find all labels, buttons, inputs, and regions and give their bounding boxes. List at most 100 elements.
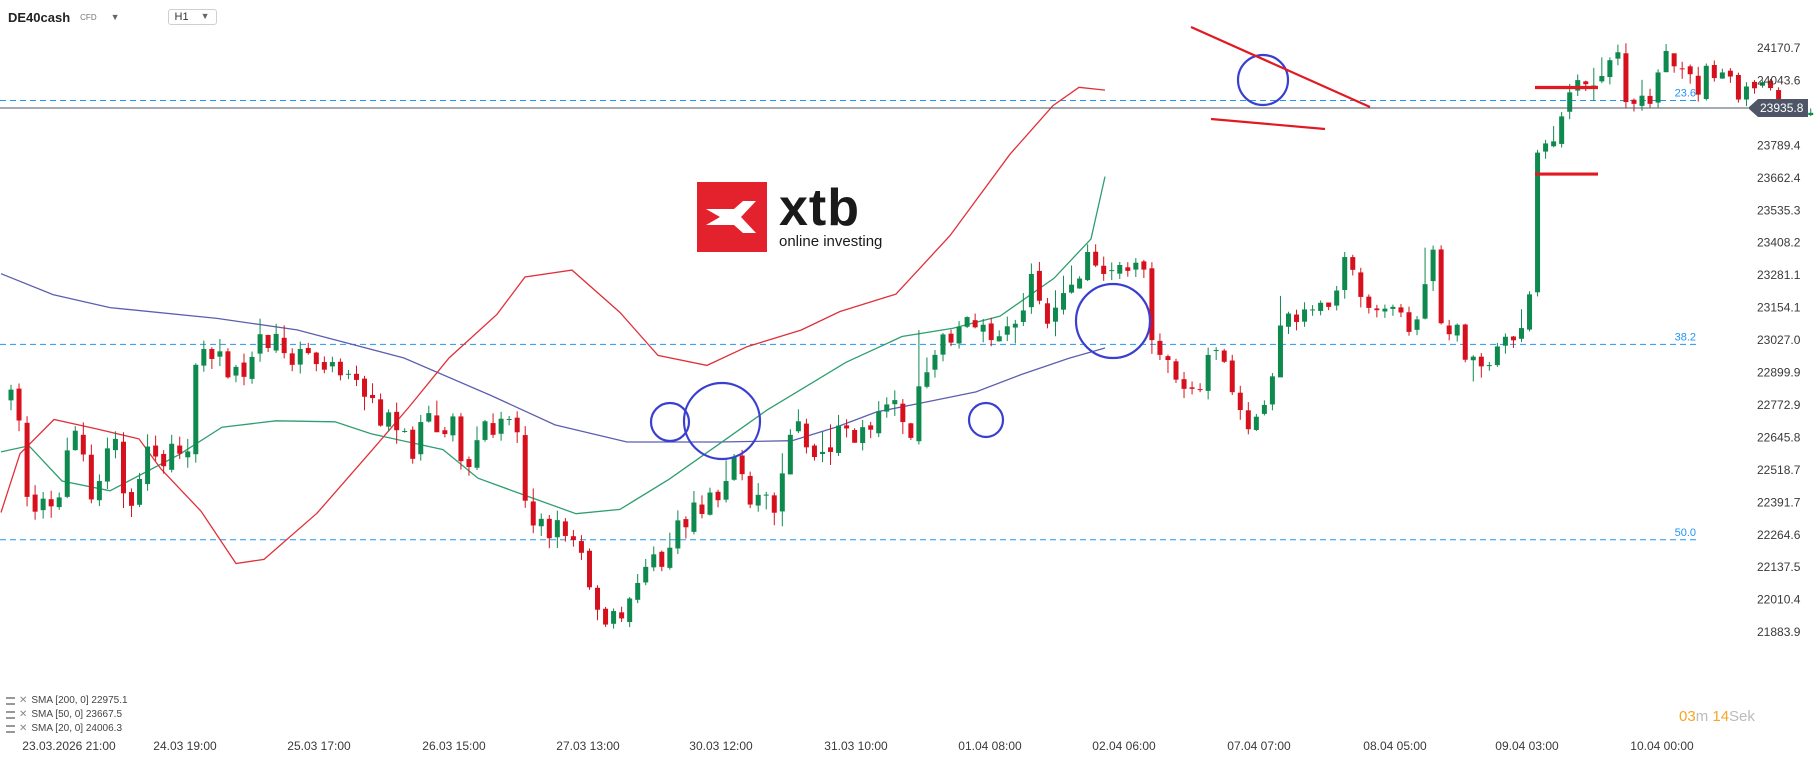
candle-body [329, 362, 335, 367]
candle [1647, 88, 1653, 109]
candle [1494, 342, 1500, 367]
candle [667, 532, 673, 570]
candle [1326, 302, 1332, 311]
candle [64, 437, 70, 499]
candle-body [651, 554, 657, 568]
candle-body [265, 334, 271, 348]
legend-item-sma50[interactable]: ✕ SMA [50, 0] 23667.5 [6, 708, 128, 722]
candle-body [1181, 379, 1187, 389]
candle-body [1245, 410, 1251, 430]
candle [643, 558, 649, 586]
settings-lines-icon[interactable] [6, 711, 15, 719]
timeframe-select[interactable]: H1 ▼ [167, 9, 217, 25]
candle-body [996, 336, 1002, 342]
candle-body [892, 400, 898, 405]
candle [586, 548, 592, 590]
candle [313, 351, 319, 372]
candle-body [1478, 356, 1484, 367]
candle [362, 375, 368, 411]
candle [426, 405, 432, 423]
candle-body [169, 443, 175, 470]
candle [1719, 68, 1725, 79]
candle [522, 426, 528, 508]
symbol-name[interactable]: DE40cash [8, 9, 71, 25]
candle [193, 363, 199, 463]
legend-item-sma20[interactable]: ✕ SMA [20, 0] 24006.3 [6, 722, 128, 736]
symbol-dropdown-icon[interactable]: ▼ [110, 12, 120, 22]
x-tick-label: 09.04 03:00 [1495, 739, 1559, 753]
candle [1141, 259, 1147, 279]
xtb-logo: xtb online investing [697, 182, 882, 252]
candle-body [16, 388, 22, 421]
candle-body [145, 446, 151, 485]
candle-body [1157, 340, 1163, 355]
candle-body [1502, 336, 1508, 346]
candle [1478, 353, 1484, 378]
candle-body [153, 445, 159, 457]
candle [1366, 294, 1372, 314]
fib-label-23.6: 23.6 [1675, 88, 1696, 100]
candle [353, 365, 359, 387]
candle [1446, 319, 1452, 341]
x-tick-label: 26.03 15:00 [422, 739, 486, 753]
candle-body [940, 334, 946, 355]
candle-body [104, 448, 110, 482]
candle [1181, 371, 1187, 399]
candle-body [570, 536, 576, 541]
candle-body [852, 429, 858, 443]
candle [88, 444, 94, 504]
logo-word: xtb [779, 178, 860, 237]
candle-body [603, 608, 609, 625]
y-tick-label: 23662.4 [1757, 171, 1801, 185]
candle-body [1189, 387, 1195, 389]
candle [1117, 261, 1123, 280]
candle [1269, 373, 1275, 411]
candle-body [988, 323, 994, 341]
candle [1052, 290, 1058, 337]
candle-body [683, 519, 689, 528]
candle [659, 550, 665, 572]
candle-body [1776, 90, 1782, 104]
close-icon[interactable]: ✕ [19, 723, 28, 734]
candle-body [948, 333, 954, 343]
close-icon[interactable]: ✕ [19, 695, 28, 706]
candle-body [337, 361, 343, 376]
candle [538, 513, 544, 536]
candle-body [80, 434, 86, 455]
candle-body [353, 373, 359, 380]
y-tick-label: 22899.9 [1757, 366, 1801, 380]
candle-body [1623, 53, 1629, 103]
candle-body [1543, 143, 1549, 152]
candle [739, 449, 745, 481]
chart-header: DE40cash CFD ▼ H1 ▼ [8, 6, 217, 28]
timer-seconds: 14 [1712, 708, 1730, 725]
candle [1695, 66, 1701, 102]
y-tick-label: 24043.6 [1757, 73, 1801, 87]
candle [225, 348, 231, 379]
legend-item-sma200[interactable]: ✕ SMA [200, 0] 22975.1 [6, 694, 128, 708]
candle-body [137, 479, 143, 505]
candle [578, 535, 584, 560]
candle-body [1663, 50, 1669, 73]
settings-lines-icon[interactable] [6, 697, 15, 705]
close-icon[interactable]: ✕ [19, 709, 28, 720]
settings-lines-icon[interactable] [6, 725, 15, 733]
candle [1189, 381, 1195, 395]
y-tick-label: 23535.3 [1757, 203, 1801, 217]
candle [972, 313, 978, 329]
candle [1583, 80, 1589, 92]
candle [755, 483, 761, 512]
candle-body [321, 362, 327, 370]
sma200-line [0, 273, 1106, 443]
candle-body [554, 520, 560, 538]
candle [129, 488, 135, 518]
highlight-circle [649, 401, 691, 443]
candle-body [538, 518, 544, 527]
candle [707, 487, 713, 516]
candle [40, 492, 46, 519]
candle [779, 453, 785, 527]
candle-body [1374, 308, 1380, 311]
wedge-upper-line [1190, 25, 1371, 109]
